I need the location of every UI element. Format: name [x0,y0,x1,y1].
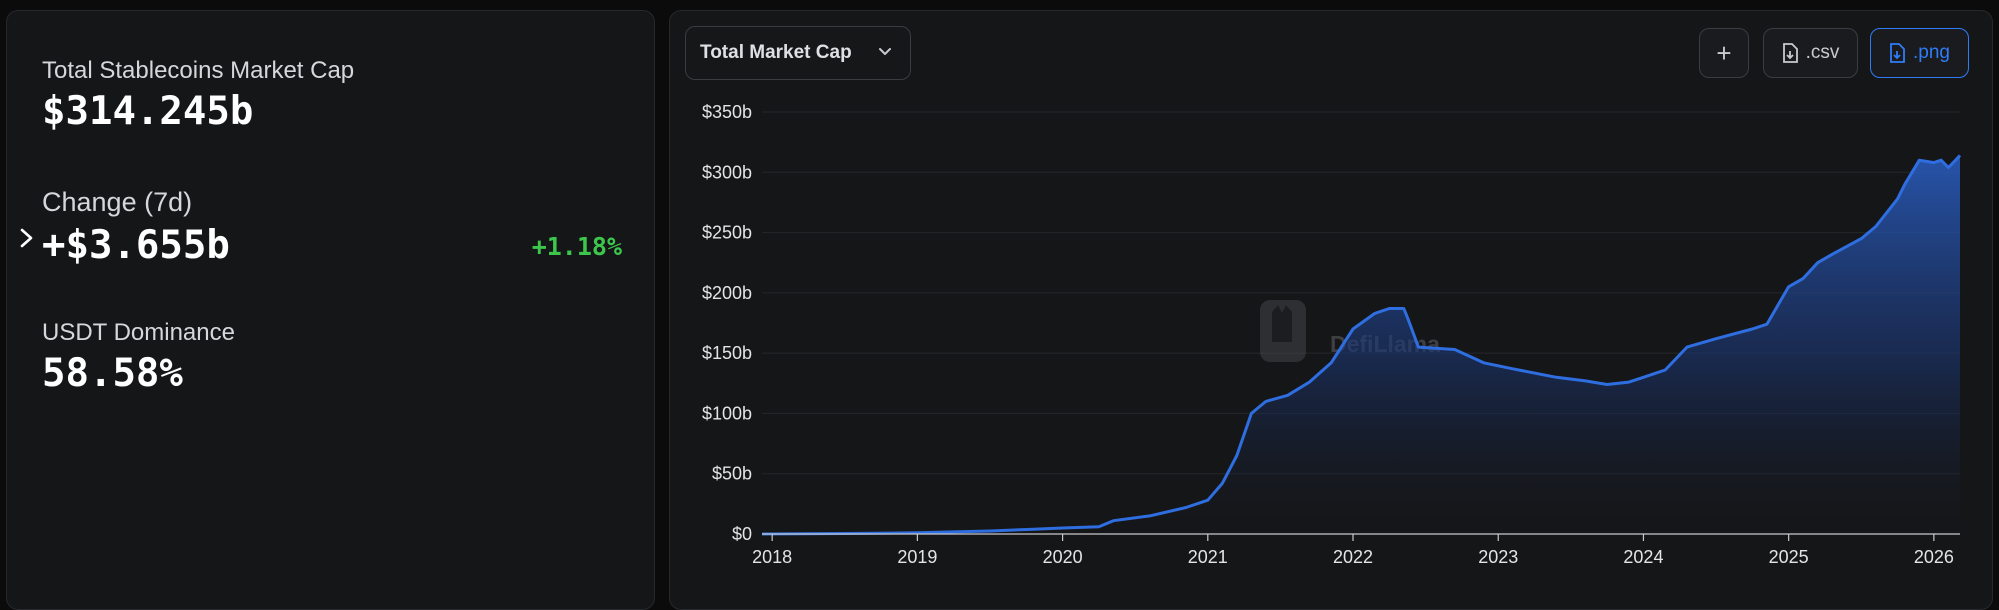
y-axis: $0 $50b $100b $150b $200b $250b $300b $350b [702,102,752,544]
y-tick-label: $250b [702,223,752,243]
chevron-right-icon[interactable] [17,223,37,253]
series-line [761,154,1962,536]
x-tick-label: 2026 [1914,547,1954,567]
llama-logo-icon [1260,300,1306,362]
series-line-path [761,154,1962,536]
market-cap-label: Total Stablecoins Market Cap [42,57,355,84]
add-button[interactable]: + [1699,28,1749,78]
area-fill-path [762,155,1960,534]
change-value: +$3.655b [42,223,230,268]
x-axis: 2018 2019 2020 2021 2022 2023 2024 2025 2026 [752,533,1960,567]
chevron-down-icon [879,48,891,55]
y-tick-label: $50b [712,464,752,484]
x-tick-label: 2023 [1478,547,1518,567]
x-tick-label: 2022 [1333,547,1373,567]
add-button-label: + [1716,37,1732,68]
y-tick-label: $200b [702,283,752,303]
market-cap-value: $314.245b [42,89,254,134]
market-cap-chart: DefiLlama $0$50b$100b$150b$200b$250b$300… [702,102,1962,567]
change-label: Change (7d) [42,187,193,217]
metric-dropdown[interactable]: Total Market Cap [685,26,911,80]
download-png-label: .png [1913,42,1950,63]
dominance-value: 58.58% [42,351,183,396]
stats-panel: Total Stablecoins Market Cap $314.245b C… [6,10,655,610]
dominance-label: USDT Dominance [42,319,235,346]
download-csv-label: .csv [1805,42,1840,63]
y-tick-label: $350b [702,102,752,122]
file-download-icon [1782,43,1798,63]
y-tick-label: $0 [732,524,752,544]
change-percent-badge: +1.18% [531,232,622,261]
download-png-button[interactable]: .png [1870,28,1969,78]
metric-dropdown-label: Total Market Cap [700,42,852,63]
x-tick-label: 2019 [897,547,937,567]
y-tick-label: $300b [702,162,752,182]
y-tick-label: $150b [702,343,752,363]
x-tick-label: 2018 [752,547,792,567]
file-download-icon [1890,43,1905,63]
x-tick-label: 2020 [1043,547,1083,567]
x-tick-label: 2021 [1188,547,1228,567]
chart-panel: DefiLlama $0$50b$100b$150b$200b$250b$300… [669,10,1993,610]
download-csv-button[interactable]: .csv [1763,28,1858,78]
y-tick-label: $100b [702,403,752,423]
x-tick-label: 2025 [1769,547,1809,567]
area-fill [762,155,1960,534]
x-tick-label: 2024 [1623,547,1663,567]
